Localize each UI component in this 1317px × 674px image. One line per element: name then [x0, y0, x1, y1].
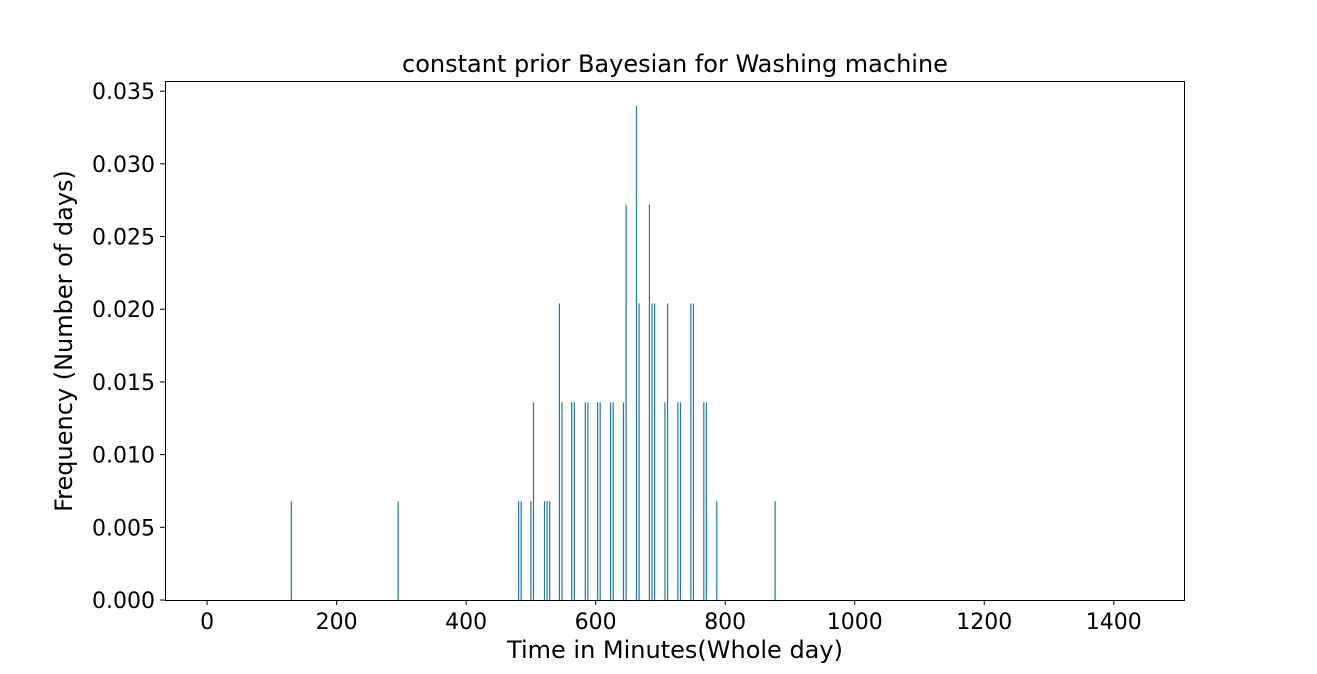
bar	[587, 402, 589, 600]
bar	[638, 303, 640, 600]
bar	[635, 105, 638, 601]
y-tick-label: 0.010	[92, 444, 155, 469]
bar	[666, 303, 669, 600]
y-tick-label: 0.000	[92, 589, 155, 614]
x-tick-label: 1000	[827, 610, 883, 635]
bar	[549, 501, 551, 600]
y-tick-label: 0.025	[92, 226, 155, 251]
bar	[622, 402, 625, 600]
y-tick-label: 0.035	[92, 80, 155, 105]
x-tick-label: 1200	[956, 610, 1012, 635]
bar	[716, 501, 718, 600]
bar	[664, 402, 666, 600]
bar	[597, 402, 599, 600]
bar	[692, 303, 695, 600]
y-tick-label: 0.030	[92, 153, 155, 178]
bar	[290, 501, 292, 600]
bar	[573, 402, 575, 600]
bar	[651, 303, 653, 600]
bar	[705, 402, 708, 600]
y-axis-label: Frequency (Number of days)	[50, 170, 78, 512]
x-axis-label: Time in Minutes(Whole day)	[506, 636, 843, 664]
bar	[690, 303, 692, 600]
bar	[677, 402, 679, 600]
bar	[703, 402, 705, 600]
plot-frame	[165, 81, 1185, 601]
bar	[625, 204, 627, 600]
bar	[571, 402, 573, 600]
bar	[561, 402, 563, 600]
bar	[648, 204, 651, 600]
bar	[679, 402, 682, 600]
bar	[532, 402, 535, 600]
bar	[558, 303, 560, 600]
y-axis: 0.000 0.005 0.010 0.015 0.020 0.025 0.030 0.035	[92, 80, 165, 614]
bar	[543, 501, 546, 600]
x-axis: 0 200 400 600 800 1000 1200 1400	[200, 600, 1142, 635]
bar	[612, 402, 614, 600]
bar	[546, 501, 548, 600]
x-tick-label: 600	[575, 610, 617, 635]
bar	[654, 303, 656, 600]
bar	[774, 501, 776, 600]
bar	[584, 402, 586, 600]
x-tick-label: 1400	[1086, 610, 1142, 635]
y-tick-label: 0.015	[92, 371, 155, 396]
bars-group	[290, 105, 776, 601]
bar	[397, 501, 399, 600]
bar	[599, 402, 601, 600]
y-tick-label: 0.005	[92, 516, 155, 541]
bar	[609, 402, 612, 600]
x-tick-label: 0	[200, 610, 214, 635]
chart-title: constant prior Bayesian for Washing mach…	[402, 50, 948, 78]
x-tick-label: 200	[316, 610, 358, 635]
bar	[530, 501, 532, 600]
x-tick-label: 800	[704, 610, 746, 635]
bar	[518, 501, 520, 600]
bar	[520, 501, 522, 600]
x-tick-label: 400	[445, 610, 487, 635]
y-tick-label: 0.020	[92, 298, 155, 323]
